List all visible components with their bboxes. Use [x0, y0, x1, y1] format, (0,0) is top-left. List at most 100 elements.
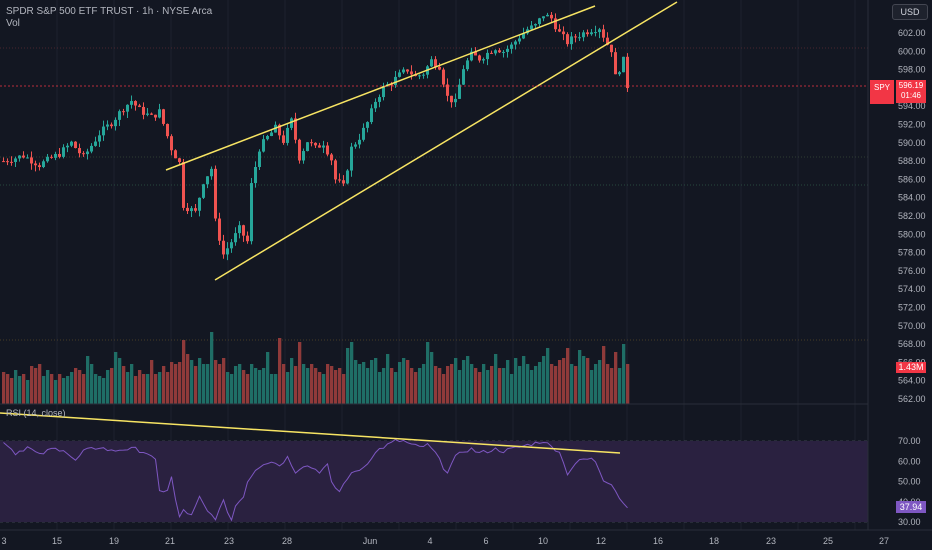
volume-bar	[278, 338, 282, 404]
volume-bar	[158, 372, 162, 404]
volume-bar	[610, 368, 614, 404]
candle-body	[622, 56, 625, 73]
candle-body	[410, 71, 413, 75]
time-tick-label: 16	[653, 536, 663, 546]
candle-body	[566, 34, 569, 45]
wedge-upper-trendline[interactable]	[165, 5, 596, 171]
volume-bar	[454, 358, 458, 404]
candle-body	[10, 161, 13, 163]
time-tick-label: 15	[52, 536, 62, 546]
candle-body	[602, 29, 605, 38]
time-tick-label: 6	[483, 536, 488, 546]
volume-bar	[546, 348, 550, 404]
candle-body	[282, 135, 285, 143]
candle-body	[334, 160, 337, 180]
candle-body	[402, 69, 405, 73]
volume-bar	[86, 356, 90, 404]
candle-body	[198, 197, 201, 211]
candle-body	[362, 127, 365, 140]
candle-body	[42, 161, 45, 168]
volume-bar	[290, 358, 294, 404]
volume-bar	[514, 358, 518, 404]
volume-bar	[374, 358, 378, 404]
volume-bar	[582, 356, 586, 404]
volume-bar	[622, 344, 626, 404]
candle-body	[326, 145, 329, 155]
candle-body	[126, 104, 129, 112]
volume-bar	[490, 366, 494, 404]
candle-body	[270, 132, 273, 137]
candle-body	[2, 161, 5, 163]
price-tick-label: 584.00	[898, 193, 926, 203]
candle-body	[254, 166, 257, 184]
volume-bar	[558, 360, 562, 404]
candle-body	[74, 141, 77, 149]
candle-body	[54, 153, 57, 158]
candle-body	[470, 51, 473, 61]
volume-bar	[294, 366, 298, 404]
last-price-value: 596.19	[898, 81, 924, 90]
volume-bar	[134, 376, 138, 404]
volume-bar	[262, 368, 266, 404]
symbol-title[interactable]: SPDR S&P 500 ETF TRUST · 1h · NYSE Arca	[6, 6, 213, 17]
volume-bar	[450, 364, 454, 404]
candle-body	[454, 98, 457, 103]
candle-body	[378, 97, 381, 102]
volume-bar	[562, 358, 566, 404]
candle-body	[238, 225, 241, 234]
currency-button[interactable]: USD	[892, 4, 928, 20]
candle-body	[358, 139, 361, 145]
price-tick-label: 578.00	[898, 248, 926, 258]
volume-bar	[122, 366, 126, 404]
volume-bar	[94, 374, 98, 404]
time-axis[interactable]: 3 15 19 21 23 28 Jun 4 6 10 12 16 18 23 25 27	[1, 536, 889, 546]
rsi-divergence-trendline[interactable]	[0, 412, 621, 454]
candle-body	[186, 207, 189, 212]
price-tick-label: 570.00	[898, 321, 926, 331]
volume-bar	[486, 370, 490, 404]
candle-body	[418, 75, 421, 77]
candle-body	[102, 126, 105, 136]
volume-bar	[310, 364, 314, 404]
time-tick-label: 12	[596, 536, 606, 546]
candle-body	[322, 145, 325, 148]
volume-label[interactable]: Vol	[6, 18, 20, 29]
candle-body	[314, 142, 317, 146]
volume-bar	[46, 370, 50, 404]
candle-body	[510, 44, 513, 49]
time-tick-label: Jun	[363, 536, 378, 546]
volume-bar	[526, 364, 530, 404]
price-tick-label: 582.00	[898, 211, 926, 221]
volume-bar	[466, 356, 470, 404]
time-tick-label: 21	[165, 536, 175, 546]
rsi-tick-label: 50.00	[898, 477, 921, 487]
candle-body	[6, 161, 9, 163]
trendlines[interactable]	[0, 1, 678, 454]
candle-body	[626, 56, 629, 89]
volume-bar	[458, 370, 462, 404]
candle-body	[230, 242, 233, 249]
candle-body	[318, 145, 321, 148]
volume-bar	[438, 368, 442, 404]
volume-bar	[350, 342, 354, 404]
price-tick-label: 572.00	[898, 303, 926, 313]
volume-bar	[386, 354, 390, 404]
volume-bar	[174, 364, 178, 404]
candle-body	[226, 248, 229, 255]
wedge-lower-trendline[interactable]	[214, 1, 678, 281]
candle-body	[450, 95, 453, 103]
volume-bar	[358, 364, 362, 404]
price-tick-label: 586.00	[898, 174, 926, 184]
volume-bar	[214, 360, 218, 404]
rsi-indicator-label[interactable]: RSI (14, close)	[6, 408, 66, 418]
volume-bar	[606, 364, 610, 404]
candle-body	[530, 25, 533, 30]
candle-body	[250, 183, 253, 242]
candle-body	[606, 37, 609, 45]
volume-bar	[354, 360, 358, 404]
candle-body	[458, 84, 461, 99]
volume-bar	[442, 374, 446, 404]
candle-body	[482, 59, 485, 61]
price-tick-label: 602.00	[898, 28, 926, 38]
